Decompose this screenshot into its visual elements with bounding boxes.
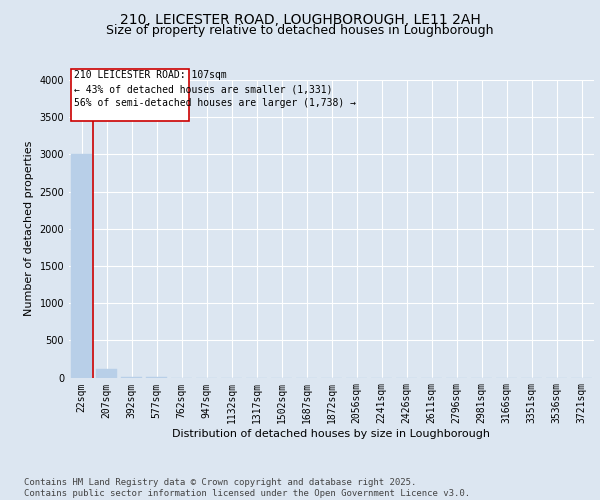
Text: 210, LEICESTER ROAD, LOUGHBOROUGH, LE11 2AH: 210, LEICESTER ROAD, LOUGHBOROUGH, LE11 … bbox=[119, 12, 481, 26]
X-axis label: Distribution of detached houses by size in Loughborough: Distribution of detached houses by size … bbox=[173, 429, 491, 439]
Bar bbox=[96, 370, 117, 378]
Y-axis label: Number of detached properties: Number of detached properties bbox=[24, 141, 34, 316]
Text: 210 LEICESTER ROAD: 107sqm
← 43% of detached houses are smaller (1,331)
56% of s: 210 LEICESTER ROAD: 107sqm ← 43% of deta… bbox=[74, 70, 356, 108]
Text: Size of property relative to detached houses in Loughborough: Size of property relative to detached ho… bbox=[106, 24, 494, 37]
Text: Contains HM Land Registry data © Crown copyright and database right 2025.
Contai: Contains HM Land Registry data © Crown c… bbox=[24, 478, 470, 498]
Bar bbox=[71, 154, 92, 378]
FancyBboxPatch shape bbox=[71, 69, 188, 121]
